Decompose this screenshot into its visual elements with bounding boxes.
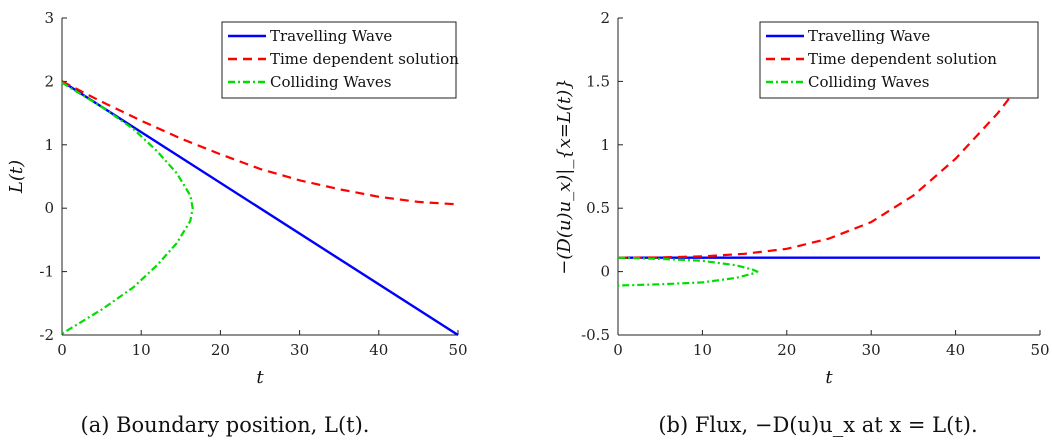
x-tick-label: 0 (57, 341, 67, 359)
y-tick-label: 0 (44, 199, 54, 217)
panel-flux: 0 10 20 30 40 50-0.500.511.52t−(D(u)u_x)|_{x=… (554, 9, 1050, 437)
legend-label-2: Colliding Waves (808, 73, 929, 91)
x-tick-label: 20 (777, 341, 796, 359)
caption-a: (a) Boundary position, L(t). (81, 413, 370, 437)
legend: Travelling Wave Time dependent solution Co… (759, 21, 1039, 99)
series-line-2 (61, 81, 194, 335)
x-tick-label: 10 (693, 341, 712, 359)
y-tick-label: 1.5 (586, 72, 610, 90)
y-tick-label: 3 (44, 9, 54, 27)
x-tick-label: 40 (369, 341, 388, 359)
legend-label-1: Time dependent solution (808, 50, 997, 68)
x-axis-label: t (825, 367, 833, 388)
legend-box (759, 21, 1039, 99)
y-tick-label: 0 (600, 263, 610, 281)
legend: Travelling Wave Time dependent solution Co… (221, 21, 459, 99)
y-tick-label: 0.5 (586, 199, 610, 217)
y-tick-label: 2 (600, 9, 610, 27)
y-tick-label: 2 (44, 72, 54, 90)
x-tick-label: 20 (211, 341, 230, 359)
series-line-0 (61, 80, 459, 337)
x-tick-label: 30 (862, 341, 881, 359)
x-tick-label: 50 (1030, 341, 1049, 359)
x-tick-label: 40 (946, 341, 965, 359)
x-tick-label: 0 (613, 341, 623, 359)
legend-label-0: Travelling Wave (808, 27, 930, 45)
caption-b: (b) Flux, −D(u)u_x at x = L(t). (658, 413, 977, 437)
y-tick-label: -2 (39, 326, 54, 344)
y-axis-label: −(D(u)u_x)|_{x=L(t)} (554, 78, 575, 274)
y-tick-label: -0.5 (581, 326, 610, 344)
y-tick-label: 1 (600, 136, 610, 154)
x-tick-label: 10 (132, 341, 151, 359)
x-tick-label: 50 (448, 341, 467, 359)
y-axis-label: L(t) (6, 160, 27, 194)
x-tick-label: 30 (290, 341, 309, 359)
x-axis-label: t (256, 367, 264, 388)
series-line-1 (617, 57, 1041, 259)
plot-area-b: 0 10 20 30 40 50-0.500.511.52t−(D(u)u_x)|_{x=… (554, 9, 1050, 388)
series-line-1 (61, 80, 459, 206)
y-tick-label: 1 (44, 136, 54, 154)
y-tick-label: -1 (39, 263, 54, 281)
legend-label-2: Colliding Waves (270, 73, 391, 91)
series-line-2 (617, 256, 759, 287)
legend-label-1: Time dependent solution (270, 50, 459, 68)
legend-label-0: Travelling Wave (270, 27, 392, 45)
